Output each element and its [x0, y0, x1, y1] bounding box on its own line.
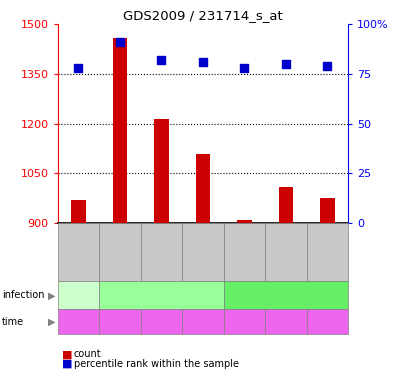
Text: GSM42874: GSM42874: [157, 230, 166, 275]
Text: 24 h: 24 h: [275, 316, 297, 327]
Text: ▶: ▶: [48, 290, 56, 300]
Text: count: count: [74, 350, 101, 359]
Point: [200, 59, 206, 65]
Text: GSM42875: GSM42875: [74, 230, 83, 275]
Point: [324, 63, 331, 69]
Text: EGR1 vector: EGR1 vector: [256, 290, 316, 300]
Text: 16 h: 16 h: [109, 316, 131, 327]
Point: [117, 39, 123, 45]
Point: [283, 61, 289, 67]
Text: GSM42877: GSM42877: [199, 230, 207, 275]
Point: [158, 57, 165, 63]
Bar: [154, 119, 169, 223]
Title: GDS2009 / 231714_s_at: GDS2009 / 231714_s_at: [123, 9, 283, 22]
Point: [241, 65, 248, 71]
Text: GSM42871: GSM42871: [240, 230, 249, 275]
Text: control vector: control vector: [128, 290, 195, 300]
Point: [75, 65, 82, 71]
Text: percentile rank within the sample: percentile rank within the sample: [74, 359, 239, 369]
Text: ▶: ▶: [48, 316, 56, 327]
Text: GSM42872: GSM42872: [115, 230, 125, 275]
Text: time: time: [2, 316, 24, 327]
Text: ■: ■: [62, 350, 72, 359]
Text: 48 h: 48 h: [192, 316, 214, 327]
Text: infection: infection: [2, 290, 45, 300]
Text: GSM42876: GSM42876: [323, 230, 332, 275]
Text: 16 h: 16 h: [234, 316, 255, 327]
Text: 24 h: 24 h: [150, 316, 172, 327]
Bar: [279, 187, 293, 223]
Text: no
vector: no vector: [63, 285, 94, 306]
Text: 24 h: 24 h: [68, 316, 89, 327]
Bar: [113, 38, 127, 223]
Bar: [196, 153, 210, 223]
Text: GSM42873: GSM42873: [281, 230, 291, 275]
Text: ■: ■: [62, 359, 72, 369]
Text: 48 h: 48 h: [317, 316, 338, 327]
Bar: [320, 198, 335, 223]
Bar: [71, 200, 86, 223]
Bar: [237, 220, 252, 223]
